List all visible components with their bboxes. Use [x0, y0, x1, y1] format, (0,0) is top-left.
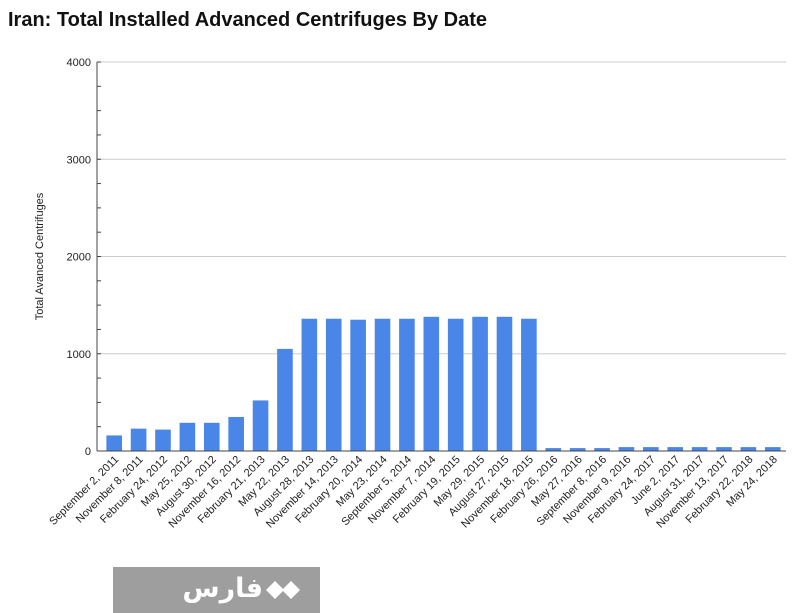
bar	[691, 447, 708, 451]
bar	[252, 400, 269, 451]
bar	[521, 318, 537, 451]
bar	[667, 447, 684, 451]
bars	[106, 316, 781, 451]
bar	[594, 448, 610, 451]
fars-logo: فارس	[113, 567, 320, 613]
bar	[350, 319, 366, 451]
bar	[301, 318, 318, 451]
y-tick-label: 0	[85, 446, 91, 458]
bar	[277, 348, 293, 451]
bar	[618, 447, 635, 451]
bar	[764, 447, 781, 451]
bar	[203, 422, 220, 451]
chart-title: Iran: Total Installed Advanced Centrifug…	[8, 9, 487, 31]
bar	[569, 448, 586, 451]
y-tick-label: 3000	[67, 154, 91, 166]
bar	[155, 429, 171, 451]
bar	[374, 318, 391, 451]
logo-text: فارس	[182, 573, 263, 604]
bar	[496, 316, 513, 451]
y-axis-title: Total Avanced Centrifuges	[34, 192, 46, 320]
bar	[130, 428, 147, 451]
bar	[399, 318, 415, 451]
bar	[472, 316, 488, 451]
axes	[96, 61, 786, 452]
bar	[325, 318, 342, 451]
bar	[643, 447, 659, 451]
bar	[545, 448, 562, 451]
y-tick-label: 2000	[67, 252, 91, 264]
bar	[423, 316, 440, 451]
bar	[106, 435, 123, 451]
y-tick-label: 1000	[67, 349, 91, 361]
bar	[447, 318, 464, 451]
bar	[179, 422, 196, 451]
diamond-logo-icon	[266, 581, 300, 599]
bar	[740, 447, 757, 451]
y-tick-label: 4000	[67, 57, 91, 69]
grid-lines	[97, 61, 786, 355]
bar	[228, 416, 244, 451]
bar	[716, 447, 732, 451]
